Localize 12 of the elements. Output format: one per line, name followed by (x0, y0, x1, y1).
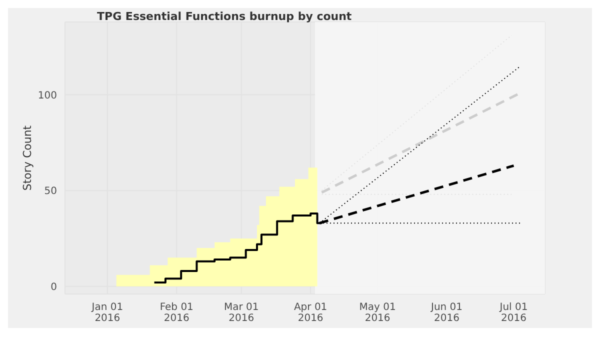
y-tick-label: 100 (38, 90, 57, 102)
x-tick-label: May 01 2016 (359, 302, 396, 324)
chart-title: TPG Essential Functions burnup by count (97, 10, 352, 23)
x-tick-label: Apr 01 2016 (294, 302, 328, 324)
x-tick-label: Feb 01 2016 (160, 302, 194, 324)
y-tick-label: 0 (50, 282, 57, 293)
x-tick-label: Jul 01 2016 (498, 302, 528, 324)
y-axis-title: Story Count (20, 124, 34, 191)
x-tick-label: Jun 01 2016 (430, 302, 463, 324)
x-tick-label: Jan 01 2016 (90, 302, 124, 324)
x-tick-label: Mar 01 2016 (224, 302, 259, 324)
y-tick-label: 50 (44, 186, 57, 198)
